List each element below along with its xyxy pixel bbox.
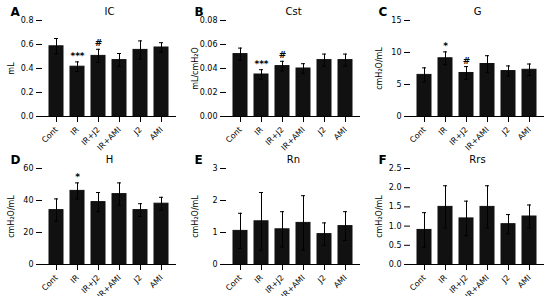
svg-text:AMI: AMI xyxy=(516,125,533,142)
svg-text:IR+AMI: IR+AMI xyxy=(280,125,307,152)
svg-text:Rn: Rn xyxy=(287,154,300,165)
svg-text:IR+AMI: IR+AMI xyxy=(96,273,123,296)
svg-text:J2: J2 xyxy=(499,273,511,285)
svg-text:G: G xyxy=(474,6,482,17)
svg-text:IR+J2: IR+J2 xyxy=(447,273,470,296)
svg-text:1.0: 1.0 xyxy=(389,222,402,231)
svg-text:0.04: 0.04 xyxy=(200,64,218,73)
svg-text:F: F xyxy=(379,153,387,167)
svg-text:AMI: AMI xyxy=(332,273,349,290)
svg-text:J2: J2 xyxy=(315,273,327,285)
svg-text:A: A xyxy=(11,5,21,19)
svg-text:5: 5 xyxy=(396,80,401,89)
svg-text:0: 0 xyxy=(396,112,401,121)
svg-text:IR: IR xyxy=(69,273,81,285)
svg-text:0: 0 xyxy=(28,260,33,269)
svg-text:1.5: 1.5 xyxy=(389,202,402,211)
svg-text:IR+AMI: IR+AMI xyxy=(96,125,123,152)
svg-text:2.5: 2.5 xyxy=(389,164,402,173)
svg-text:Cont: Cont xyxy=(40,273,60,293)
svg-text:E: E xyxy=(195,153,203,167)
svg-text:mL/cmH₂O: mL/cmH₂O xyxy=(191,47,200,90)
svg-text:60: 60 xyxy=(23,164,33,173)
svg-text:IR: IR xyxy=(437,273,449,285)
svg-text:0.08: 0.08 xyxy=(199,16,218,26)
svg-text:20: 20 xyxy=(23,228,33,237)
svg-text:40: 40 xyxy=(23,196,33,205)
svg-text:C: C xyxy=(379,5,388,19)
svg-text:10: 10 xyxy=(391,48,401,57)
svg-text:IC: IC xyxy=(105,6,115,17)
svg-text:2: 2 xyxy=(212,196,217,205)
svg-text:Cont: Cont xyxy=(224,125,244,145)
svg-text:IR: IR xyxy=(437,125,449,137)
svg-text:AMI: AMI xyxy=(148,273,165,290)
svg-text:Cont: Cont xyxy=(40,125,60,145)
svg-text:0.8: 0.8 xyxy=(21,16,34,25)
svg-text:0.0: 0.0 xyxy=(389,260,402,269)
svg-text:Cont: Cont xyxy=(408,273,428,293)
svg-text:***: *** xyxy=(70,51,84,61)
svg-text:2.0: 2.0 xyxy=(389,183,402,192)
svg-text:***: *** xyxy=(254,59,268,69)
svg-text:J2: J2 xyxy=(315,125,327,137)
svg-text:IR+J2: IR+J2 xyxy=(79,273,102,296)
svg-text:mL: mL xyxy=(7,62,16,75)
svg-text:IR+J2: IR+J2 xyxy=(447,125,470,148)
svg-text:AMI: AMI xyxy=(148,125,165,142)
svg-text:IR: IR xyxy=(69,125,81,137)
svg-text:0.4: 0.4 xyxy=(21,64,34,73)
svg-text:cmH₂O/mL: cmH₂O/mL xyxy=(375,47,384,90)
svg-text:0.0: 0.0 xyxy=(21,112,34,121)
svg-text:AMI: AMI xyxy=(516,273,533,290)
svg-text:#: # xyxy=(463,56,471,66)
svg-text:Cont: Cont xyxy=(224,273,244,293)
svg-text:B: B xyxy=(195,5,204,19)
svg-text:IR+J2: IR+J2 xyxy=(263,125,286,148)
svg-text:0.06: 0.06 xyxy=(200,40,218,49)
svg-text:IR+AMI: IR+AMI xyxy=(464,273,491,296)
svg-text:#: # xyxy=(95,38,103,48)
svg-text:cmH₂O/mL: cmH₂O/mL xyxy=(191,195,200,238)
svg-text:cmH₂O/mL: cmH₂O/mL xyxy=(375,195,384,238)
svg-text:Rrs: Rrs xyxy=(469,154,485,165)
svg-text:0.2: 0.2 xyxy=(21,88,34,97)
svg-text:#: # xyxy=(279,50,287,60)
svg-text:*: * xyxy=(443,41,448,51)
svg-text:IR: IR xyxy=(253,273,265,285)
svg-text:IR+AMI: IR+AMI xyxy=(464,125,491,152)
svg-text:0.6: 0.6 xyxy=(21,40,34,49)
svg-text:IR+AMI: IR+AMI xyxy=(280,273,307,296)
svg-text:cmH₂O/mL: cmH₂O/mL xyxy=(7,195,16,238)
svg-text:J2: J2 xyxy=(499,125,511,137)
svg-text:IR: IR xyxy=(253,125,265,137)
svg-text:1: 1 xyxy=(212,228,217,237)
svg-text:*: * xyxy=(75,172,80,182)
svg-text:0.00: 0.00 xyxy=(200,112,218,121)
svg-text:AMI: AMI xyxy=(332,125,349,142)
svg-text:3: 3 xyxy=(212,164,217,173)
svg-text:IR+J2: IR+J2 xyxy=(79,125,102,148)
svg-text:Cst: Cst xyxy=(285,6,301,17)
svg-text:0: 0 xyxy=(212,260,217,269)
svg-text:IR+J2: IR+J2 xyxy=(263,273,286,296)
svg-text:0.02: 0.02 xyxy=(200,88,218,97)
svg-text:D: D xyxy=(11,153,21,167)
svg-text:H: H xyxy=(106,154,114,165)
svg-text:J2: J2 xyxy=(131,125,143,137)
svg-text:Cont: Cont xyxy=(408,125,428,145)
svg-text:J2: J2 xyxy=(131,273,143,285)
svg-text:15: 15 xyxy=(391,16,401,25)
svg-text:0.5: 0.5 xyxy=(389,241,402,250)
